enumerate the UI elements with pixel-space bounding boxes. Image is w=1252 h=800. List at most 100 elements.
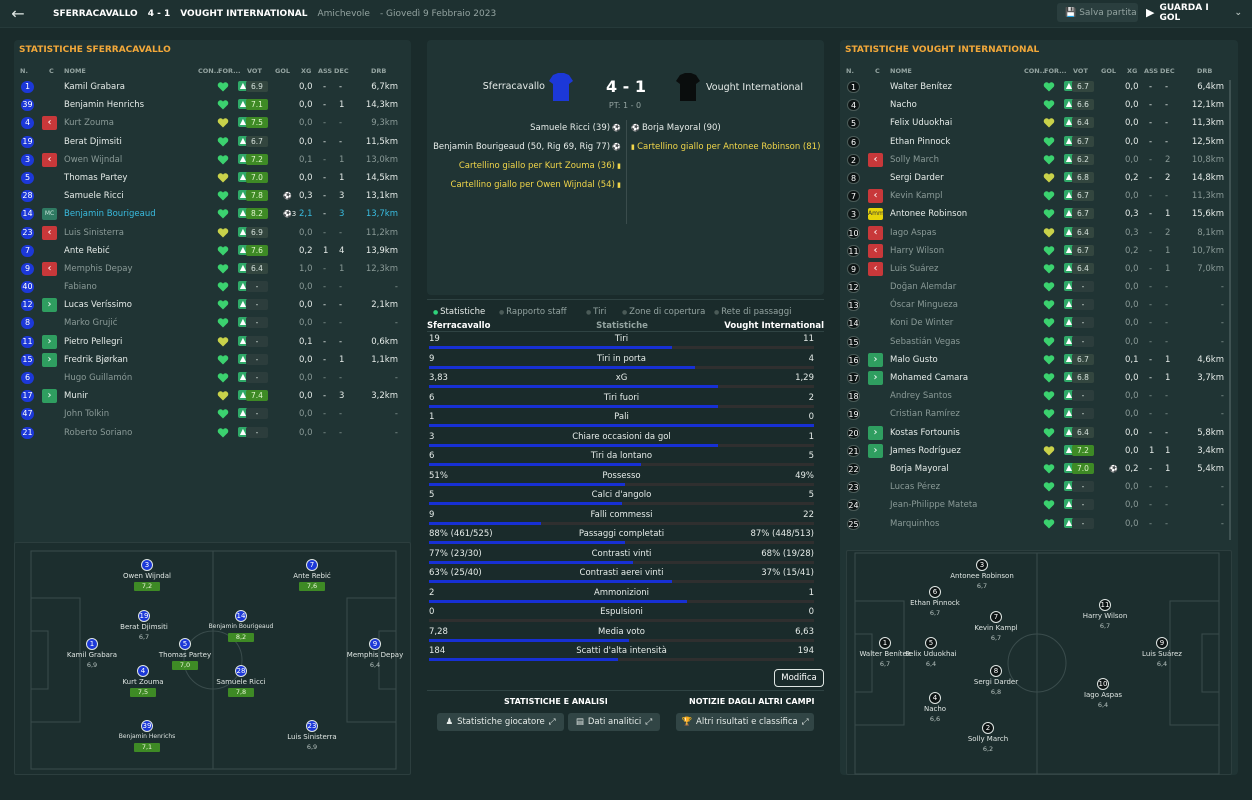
col-c[interactable]: C (49, 67, 54, 75)
player-row[interactable]: 20 › Kostas Fortounis ▲ 6.4 0,0- -5,8km (845, 424, 1224, 442)
pitch-player[interactable]: 4 Kurt Zouma 7,5 (113, 665, 173, 701)
player-name[interactable]: Memphis Depay (64, 263, 133, 274)
player-row[interactable]: 4 ‹ Kurt Zouma ▲ 7.5 0,0- -9,3km (19, 114, 398, 132)
col-condition[interactable]: CON... (1024, 67, 1048, 75)
player-name[interactable]: Marquinhos (890, 518, 940, 529)
player-name[interactable]: Sergi Darder (890, 172, 944, 183)
player-name[interactable]: Luis Suárez (890, 263, 939, 274)
col-num[interactable]: N. (846, 67, 854, 75)
player-row[interactable]: 18 Andrey Santos ▲ -0,0- - - (845, 387, 1224, 405)
col-drb[interactable]: DRB (371, 67, 387, 75)
player-name[interactable]: Benjamin Henrichs (64, 100, 145, 111)
col-name[interactable]: NOME (890, 67, 912, 75)
col-form[interactable]: FOR... (1044, 67, 1067, 75)
pitch-player[interactable]: 9 Memphis Depay 6,4 (345, 638, 405, 674)
player-row[interactable]: 11 ‹ Harry Wilson ▲ 6.7 0,2- 1 10,7km (845, 242, 1224, 260)
player-name[interactable]: Fredrik Bjørkan (64, 354, 128, 365)
player-row[interactable]: 7 Ante Rebić ▲ 7.6 0,2 1 4 13,9km (19, 242, 398, 260)
back-arrow-icon[interactable]: ← (11, 4, 25, 23)
player-name[interactable]: Roberto Soriano (64, 427, 133, 438)
player-row[interactable]: 19 Berat Djimsiti ▲ 6.7 0,0- -11,5km (19, 133, 398, 151)
pitch-player[interactable]: 7 Kevin Kampl 6,7 (966, 611, 1026, 647)
col-name[interactable]: NOME (64, 67, 86, 75)
col-dec[interactable]: DEC (1160, 67, 1175, 75)
player-name[interactable]: Lucas Pérez (890, 482, 941, 493)
other-results-button[interactable]: 🏆 Altri risultati e classifica ⤢ (676, 713, 814, 731)
player-row[interactable]: 17 › Mohamed Camara ▲ 6.8 0,0- 1 3,7km (845, 369, 1224, 387)
player-name[interactable]: Owen Wijndal (64, 154, 123, 165)
player-name[interactable]: Óscar Mingueza (890, 300, 958, 311)
player-name[interactable]: Cristian Ramírez (890, 409, 960, 420)
col-rating[interactable]: VOT (247, 67, 262, 75)
tab-zone-di-copertura[interactable]: ● Zone di copertura (622, 307, 705, 317)
player-row[interactable]: 3 ‹ Owen Wijndal ▲ 7.2 0,1- 1 13,0km (19, 151, 398, 169)
player-row[interactable]: 9 ‹ Luis Suárez ▲ 6.4 0,0- 1 7,0km (845, 260, 1224, 278)
watch-goals-button[interactable]: ▶ GUARDA I GOL ⌄ (1146, 2, 1242, 23)
pitch-player[interactable]: 28 Samuele Ricci 7,8 (211, 665, 271, 701)
col-num[interactable]: N. (20, 67, 28, 75)
pitch-player[interactable]: 1 Walter Benítez 6,7 (855, 637, 915, 673)
player-row[interactable]: 12 Doğan Alemdar ▲ -0,0- - - (845, 278, 1224, 296)
player-row[interactable]: 21 › James Rodríguez ▲ 7.2 0,0 1 1 3,4km (845, 442, 1224, 460)
player-row[interactable]: 11 › Pietro Pellegri ▲ -0,1- -0,6km (19, 333, 398, 351)
pitch-player[interactable]: 11 Harry Wilson 6,7 (1075, 599, 1135, 635)
col-dec[interactable]: DEC (334, 67, 349, 75)
player-name[interactable]: Luis Sinisterra (64, 227, 125, 238)
player-row[interactable]: 2 ‹ Solly March ▲ 6.2 0,0- 2 10,8km (845, 151, 1224, 169)
pitch-player[interactable]: 23 Luis Sinisterra 6,9 (282, 720, 342, 756)
player-row[interactable]: 23 Lucas Pérez ▲ -0,0- - - (845, 478, 1224, 496)
player-name[interactable]: Kevin Kampl (890, 191, 943, 202)
col-assists[interactable]: ASS (318, 67, 333, 75)
player-row[interactable]: 16 › Malo Gusto ▲ 6.7 0,1- 1 4,6km (845, 351, 1224, 369)
player-name[interactable]: Thomas Partey (64, 172, 128, 183)
player-name[interactable]: Koni De Winter (890, 318, 954, 329)
tab-rapporto-staff[interactable]: ● Rapporto staff (499, 307, 567, 317)
player-row[interactable]: 28 Samuele Ricci ▲ 7.8 ⚽ 0,3- 3 13,1km (19, 187, 398, 205)
player-name[interactable]: Samuele Ricci (64, 191, 124, 202)
col-assists[interactable]: ASS (1144, 67, 1159, 75)
player-row[interactable]: 4 Nacho ▲ 6.6 0,0- -12,1km (845, 96, 1224, 114)
pitch-player[interactable]: 5 Thomas Partey 7,0 (155, 638, 215, 674)
pitch-player[interactable]: 8 Sergi Darder 6,8 (966, 665, 1026, 701)
pitch-player[interactable]: 3 Owen Wijndal 7,2 (117, 559, 177, 595)
player-row[interactable]: 8 Marko Grujić ▲ -0,0- - - (19, 314, 398, 332)
pitch-player[interactable]: 10 Iago Aspas 6,4 (1073, 678, 1133, 714)
pitch-player[interactable]: 4 Nacho 6,6 (905, 692, 965, 728)
player-stats-button[interactable]: ♟ Statistiche giocatore ⤢ (437, 713, 564, 731)
player-row[interactable]: 6 Hugo Guillamón ▲ -0,0- - - (19, 369, 398, 387)
analytics-button[interactable]: ▤ Dati analitici ⤢ (568, 713, 660, 731)
player-name[interactable]: Sebastián Vegas (890, 336, 961, 347)
player-row[interactable]: 7 ‹ Kevin Kampl ▲ 6.7 0,0- -11,3km (845, 187, 1224, 205)
player-row[interactable]: 21 Roberto Soriano ▲ -0,0- - - (19, 424, 398, 442)
player-row[interactable]: 15 › Fredrik Bjørkan ▲ -0,0-1 1,1km (19, 351, 398, 369)
tab-rete-di-passaggi[interactable]: ● Rete di passaggi (714, 307, 791, 317)
player-name[interactable]: Malo Gusto (890, 354, 938, 365)
col-condition[interactable]: CON... (198, 67, 222, 75)
player-name[interactable]: Munir (64, 391, 88, 402)
player-name[interactable]: Kostas Fortounis (890, 427, 960, 438)
col-drb[interactable]: DRB (1197, 67, 1213, 75)
pitch-player[interactable]: 19 Berat Djimsiti 6,7 (114, 610, 174, 646)
player-name[interactable]: Kamil Grabara (64, 82, 125, 92)
col-goals[interactable]: GOL (1101, 67, 1117, 75)
player-name[interactable]: Ethan Pinnock (890, 136, 951, 147)
modifica-button[interactable]: Modifica (774, 669, 824, 687)
player-name[interactable]: Antonee Robinson (890, 209, 968, 220)
player-row[interactable]: 15 Sebastián Vegas ▲ -0,0- - - (845, 333, 1224, 351)
col-rating[interactable]: VOT (1073, 67, 1088, 75)
away-list-scrollbar[interactable] (1229, 80, 1231, 540)
player-row[interactable]: 9 ‹ Memphis Depay ▲ 6.4 1,0- 1 12,3km (19, 260, 398, 278)
col-xg[interactable]: XG (301, 67, 312, 75)
player-row[interactable]: 22 Borja Mayoral ▲ 7.0 ⚽ 0,2- 1 5,4km (845, 460, 1224, 478)
pitch-player[interactable]: 3 Antonee Robinson 6,7 (950, 559, 1014, 595)
player-name[interactable]: John Tolkin (64, 409, 110, 420)
player-row[interactable]: 5 Felix Uduokhai ▲ 6.4 0,0- -11,3km (845, 114, 1224, 132)
col-goals[interactable]: GOL (275, 67, 291, 75)
player-name[interactable]: Benjamin Bourigeaud (64, 209, 156, 220)
player-row[interactable]: 25 Marquinhos ▲ -0,0- - - (845, 515, 1224, 533)
player-row[interactable]: 12 › Lucas Veríssimo ▲ -0,0- -2,1km (19, 296, 398, 314)
player-row[interactable]: 47 John Tolkin ▲ -0,0- - - (19, 405, 398, 423)
pitch-player[interactable]: 6 Ethan Pinnock 6,7 (905, 586, 965, 622)
player-name[interactable]: Iago Aspas (890, 227, 937, 238)
pitch-player[interactable]: 5 Felix Uduokhai 6,4 (901, 637, 961, 673)
